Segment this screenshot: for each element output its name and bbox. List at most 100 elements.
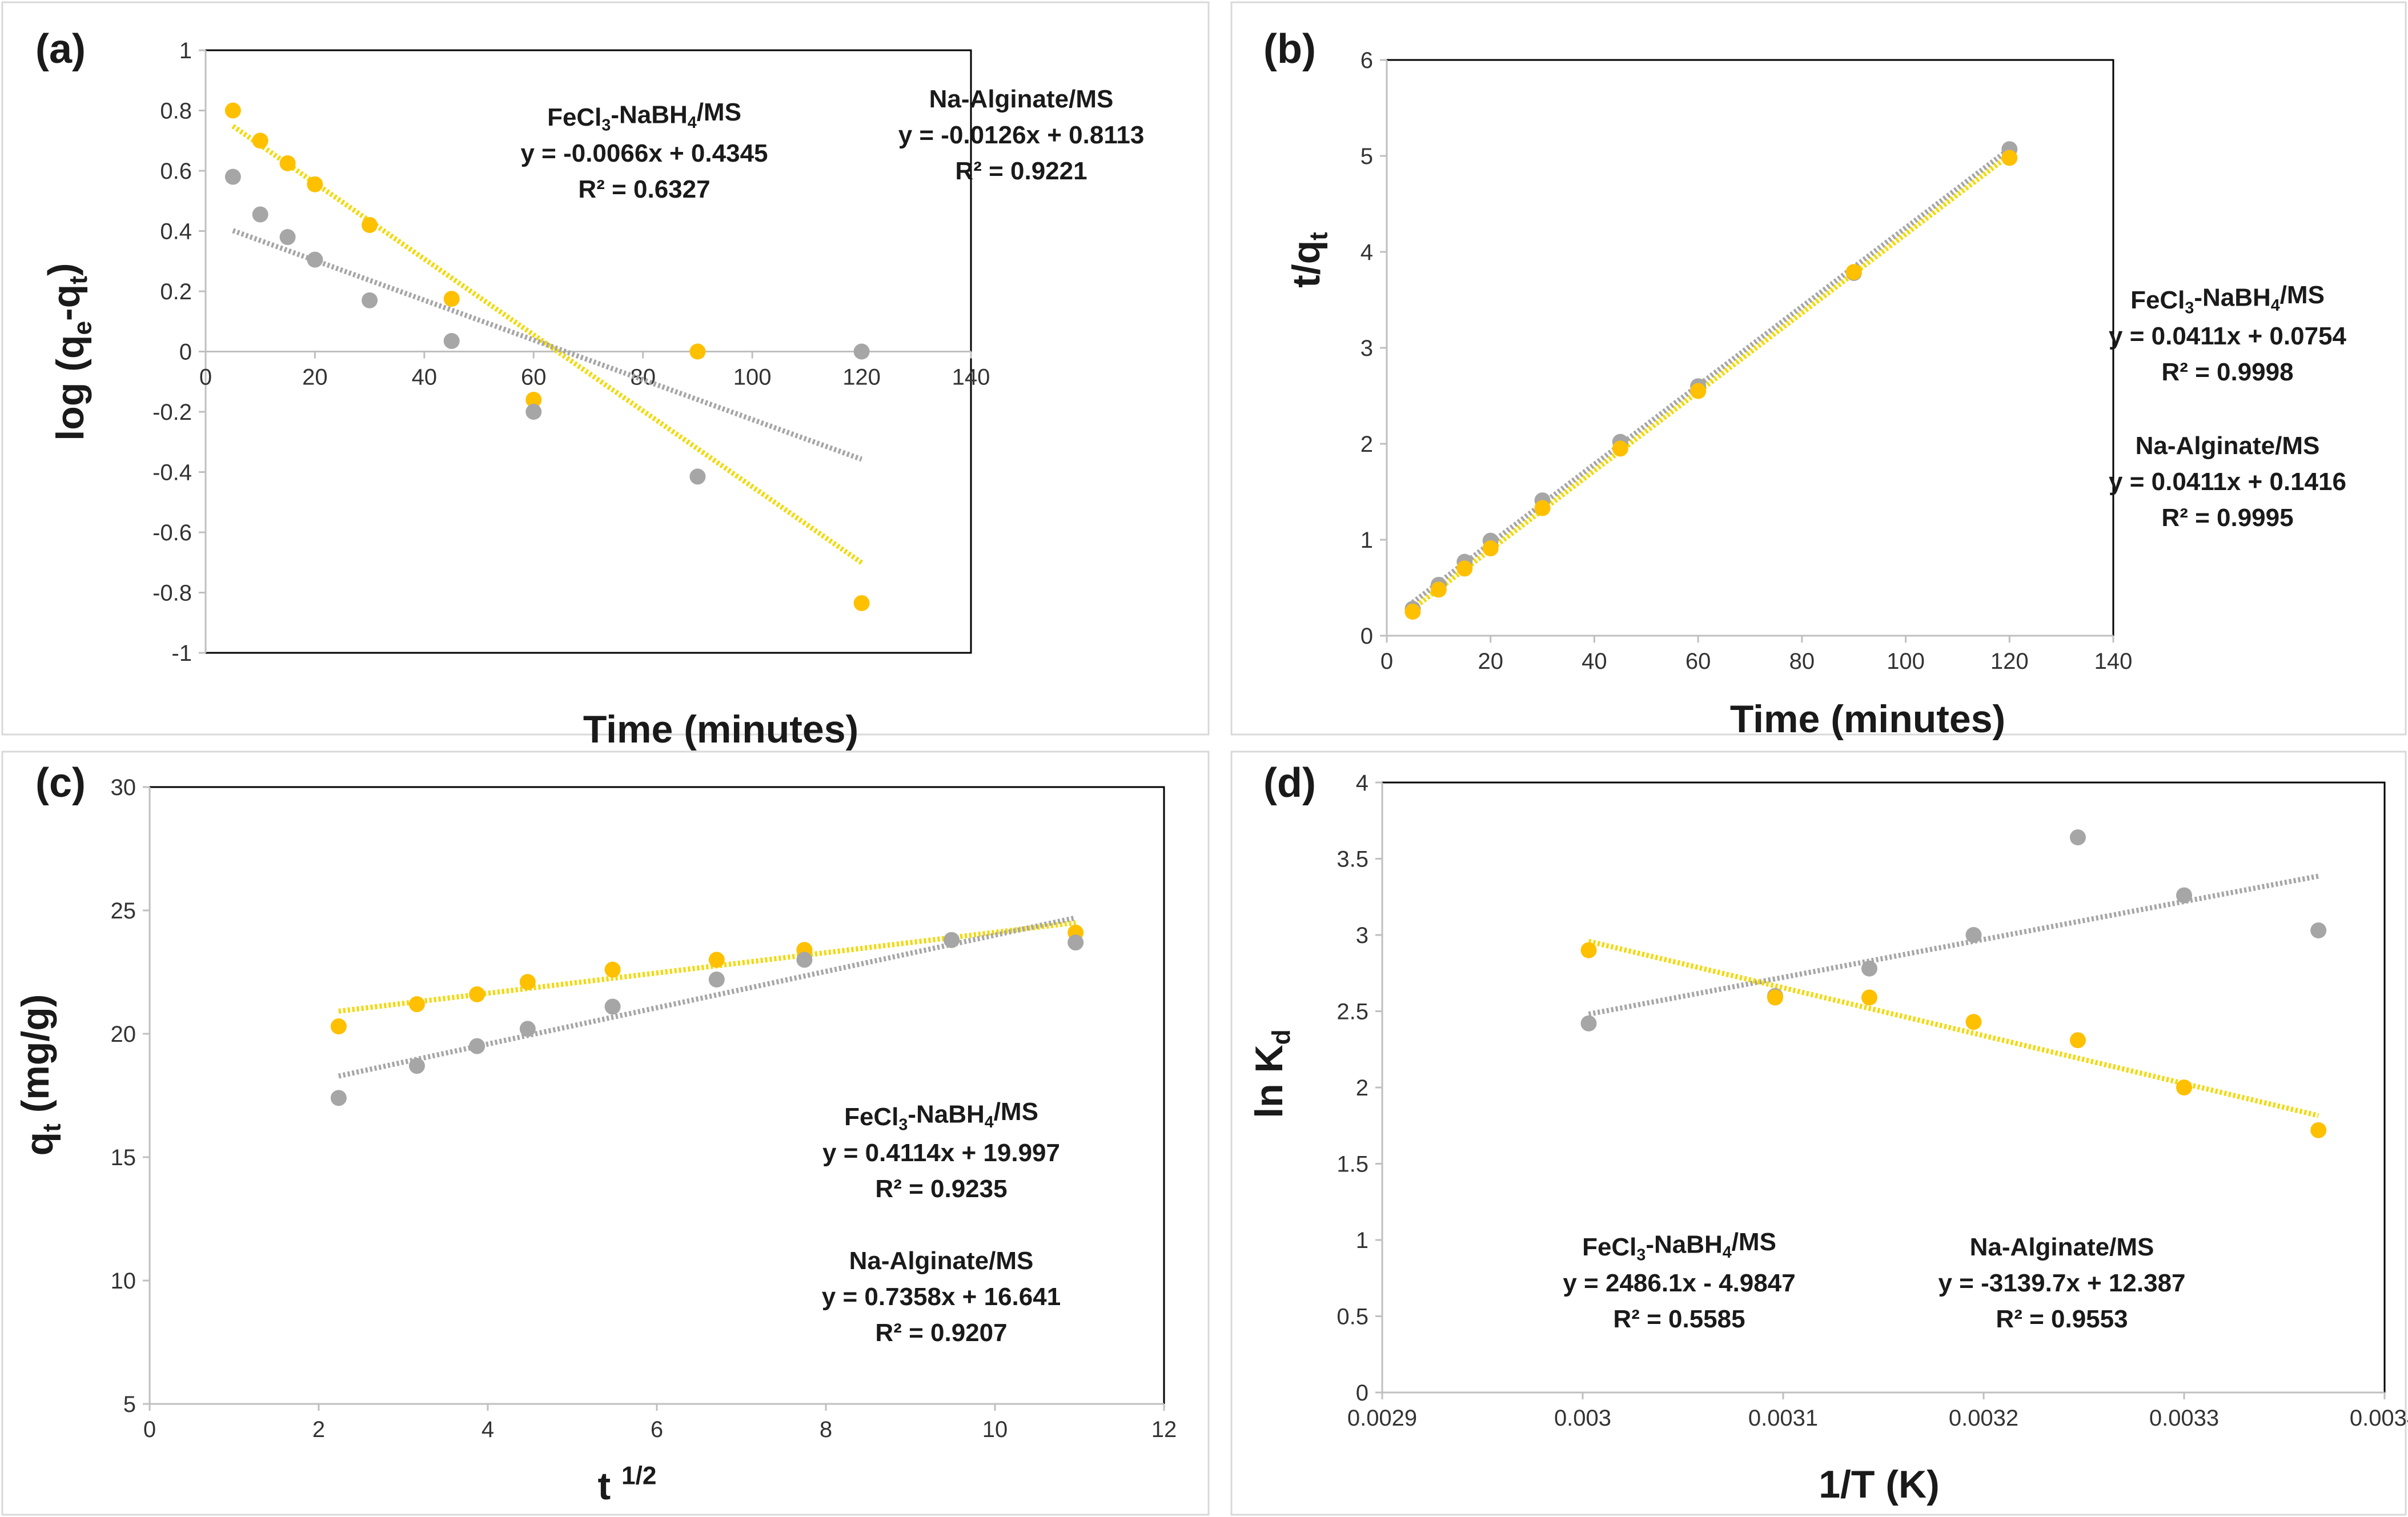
label-part: Na-Alginate/MS bbox=[2136, 432, 2320, 460]
data-point-alginate bbox=[519, 1021, 536, 1037]
label-part: -NaBH bbox=[908, 1100, 984, 1128]
x-tick-label: 0.003 bbox=[1554, 1406, 1611, 1431]
panel-border bbox=[1, 1, 1210, 736]
data-point-alginate bbox=[708, 971, 725, 988]
y-tick-label: 1 bbox=[179, 38, 192, 63]
y-tick-label: 0 bbox=[1360, 624, 1373, 649]
trendline-alginate bbox=[232, 228, 863, 462]
y-tick-label: 3 bbox=[1356, 923, 1368, 948]
trendline-fecl3 bbox=[1588, 938, 2319, 1118]
panel-letter: (a) bbox=[35, 26, 86, 72]
label-part: FeCl bbox=[844, 1103, 898, 1131]
label-subscript: t bbox=[65, 276, 93, 284]
data-point-fecl3 bbox=[1482, 540, 1499, 557]
equation-line: Na-Alginate/MS bbox=[1970, 1233, 2154, 1261]
data-point-fecl3 bbox=[1845, 264, 1862, 280]
y-tick-label: 0 bbox=[1356, 1380, 1368, 1406]
data-point-fecl3 bbox=[853, 595, 870, 611]
equation-line: Na-Alginate/MS bbox=[2136, 432, 2320, 460]
x-tick-label: 120 bbox=[842, 365, 881, 390]
y-tick-label: 2 bbox=[1356, 1075, 1368, 1101]
data-point-fecl3 bbox=[1767, 989, 1783, 1006]
data-point-fecl3 bbox=[2069, 1032, 2086, 1049]
label-part: t bbox=[598, 1464, 622, 1508]
label-part: FeCl bbox=[1582, 1233, 1636, 1261]
y-tick-label: 5 bbox=[1360, 144, 1373, 169]
y-tick-label: 0.6 bbox=[160, 159, 192, 184]
panel-letter: (c) bbox=[35, 760, 86, 806]
label-part: R² = 0.9235 bbox=[875, 1175, 1007, 1203]
equation-line: R² = 0.9235 bbox=[875, 1175, 1007, 1203]
data-point-fecl3 bbox=[224, 102, 241, 119]
label-part: R² = 0.9995 bbox=[2161, 504, 2293, 532]
equation-line: y = 0.0411x + 0.0754 bbox=[2109, 322, 2346, 350]
data-point-alginate bbox=[1067, 934, 1084, 951]
label-subscript: 3 bbox=[1636, 1246, 1646, 1265]
label-part: (mg/g) bbox=[14, 994, 57, 1124]
trendline-fecl3 bbox=[1411, 153, 2012, 611]
label-subscript: 4 bbox=[1723, 1243, 1732, 1262]
data-point-alginate bbox=[944, 932, 960, 948]
y-tick-label: 0 bbox=[179, 340, 192, 365]
label-subscript: 4 bbox=[2271, 296, 2280, 315]
x-tick-label: 0.0031 bbox=[1748, 1406, 1818, 1431]
trendline-alginate bbox=[1588, 873, 2319, 1017]
x-tick-label: 12 bbox=[1151, 1417, 1177, 1442]
data-point-fecl3 bbox=[362, 216, 378, 233]
y-tick-label: 5 bbox=[123, 1392, 136, 1417]
y-tick-label: -0.8 bbox=[152, 581, 192, 606]
data-point-alginate bbox=[224, 168, 241, 185]
data-point-fecl3 bbox=[1612, 440, 1628, 457]
equation-line: y = 0.4114x + 19.997 bbox=[822, 1139, 1060, 1167]
panel-border bbox=[1230, 1, 2407, 736]
data-point-fecl3 bbox=[1534, 500, 1551, 516]
label-part: Na-Alginate/MS bbox=[1970, 1233, 2154, 1261]
y-tick-label: 25 bbox=[111, 898, 137, 924]
x-tick-label: 8 bbox=[820, 1417, 832, 1442]
label-subscript: 4 bbox=[688, 114, 697, 132]
label-part: -NaBH bbox=[1646, 1230, 1722, 1258]
label-part: R² = 0.9553 bbox=[1996, 1305, 2128, 1333]
y-tick-label: 1 bbox=[1360, 528, 1373, 553]
label-subscript: 3 bbox=[898, 1116, 908, 1134]
x-tick-label: 100 bbox=[733, 365, 772, 390]
data-point-fecl3 bbox=[604, 961, 621, 978]
data-point-alginate bbox=[330, 1090, 347, 1106]
x-axis-title: Time (minutes) bbox=[1730, 697, 2005, 741]
label-subscript: 1/2 bbox=[621, 1462, 656, 1490]
y-tick-label: 0.5 bbox=[1337, 1305, 1368, 1330]
label-part: y = 0.0411x + 0.1416 bbox=[2109, 468, 2346, 496]
y-tick-label: 4 bbox=[1360, 240, 1373, 265]
label-part: t/q bbox=[1285, 240, 1328, 288]
data-point-fecl3 bbox=[469, 986, 485, 1002]
label-part: Na-Alginate/MS bbox=[929, 85, 1114, 113]
equation-line: FeCl3-NaBH4/MS bbox=[547, 98, 741, 135]
x-tick-label: 0 bbox=[1380, 649, 1393, 674]
x-tick-label: 4 bbox=[481, 1417, 494, 1442]
data-point-alginate bbox=[1965, 927, 1982, 943]
x-tick-label: 20 bbox=[302, 365, 328, 390]
y-tick-label: 1.5 bbox=[1337, 1152, 1368, 1177]
label-part: /MS bbox=[697, 98, 741, 126]
equation-line: Na-Alginate/MS bbox=[849, 1247, 1034, 1275]
label-part: -q bbox=[45, 284, 88, 321]
x-tick-label: 2 bbox=[312, 1417, 325, 1442]
x-tick-label: 0.0033 bbox=[2149, 1406, 2219, 1431]
label-part: ln K bbox=[1247, 1045, 1291, 1118]
x-axis-title: t 1/2 bbox=[598, 1462, 657, 1508]
label-part: y = 0.4114x + 19.997 bbox=[822, 1139, 1060, 1167]
plot-area-frame bbox=[1381, 781, 2386, 1394]
chart-panel-a: (a)020406080100120140-1-0.8-0.6-0.4-0.20… bbox=[1, 1, 1210, 751]
x-tick-label: 0.0034 bbox=[2350, 1406, 2408, 1431]
y-axis-title: qt (mg/g) bbox=[14, 994, 66, 1156]
label-part: R² = 0.5585 bbox=[1613, 1305, 1745, 1333]
y-tick-label: 3 bbox=[1360, 336, 1373, 361]
data-point-fecl3 bbox=[689, 343, 706, 360]
y-tick-label: 30 bbox=[111, 775, 137, 800]
equation-line: R² = 0.9553 bbox=[1996, 1305, 2128, 1333]
y-axis-title: t/qt bbox=[1285, 232, 1333, 288]
equation-line: y = -0.0066x + 0.4345 bbox=[520, 139, 768, 167]
x-tick-label: 0.0032 bbox=[1949, 1406, 2018, 1431]
label-part: /MS bbox=[1732, 1228, 1776, 1256]
